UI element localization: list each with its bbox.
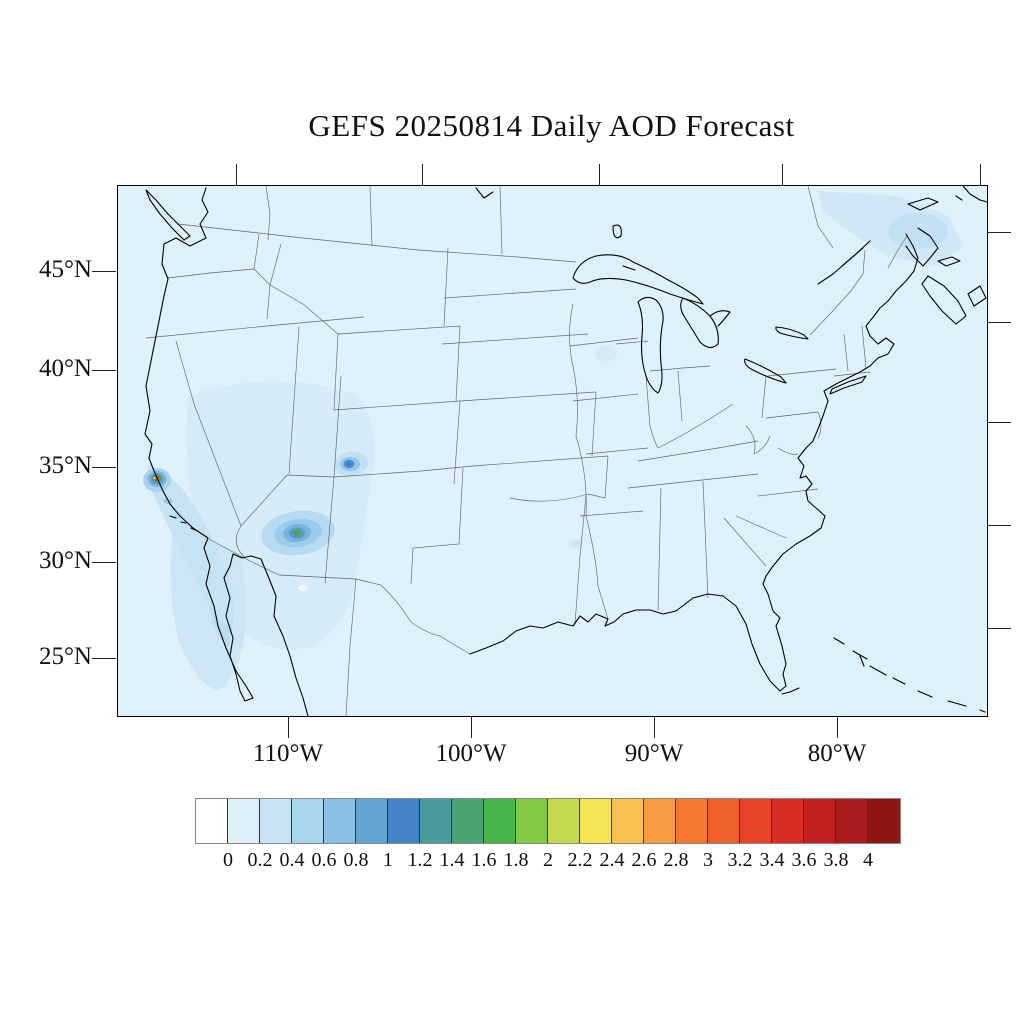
colorbar-cell	[804, 799, 836, 843]
lon-tick-mark	[471, 716, 473, 738]
colorbar-cell	[612, 799, 644, 843]
colorbar-cell	[388, 799, 420, 843]
colorbar-cell	[356, 799, 388, 843]
colorbar-tick-label: 3.6	[791, 849, 817, 871]
colorbar-tick-label: 4	[863, 849, 873, 871]
lat-tick-mark	[987, 422, 1011, 424]
colorbar-cell	[772, 799, 804, 843]
lon-tick-mark	[599, 164, 601, 186]
aod-spot-utah	[334, 451, 368, 477]
colorbar-tick-label: 2.6	[631, 849, 657, 871]
aod-patch-white-min	[298, 585, 308, 591]
colorbar-tick-label: 0	[223, 849, 233, 871]
lat-tick-label: 25°N	[38, 643, 92, 670]
lon-tick-label: 100°W	[435, 740, 507, 767]
colorbar-tick-label: 0.8	[343, 849, 369, 871]
lat-tick-label: 30°N	[38, 547, 92, 574]
map-canvas	[118, 186, 987, 716]
colorbar-cell	[292, 799, 324, 843]
colorbar-cell	[708, 799, 740, 843]
colorbar-cell	[644, 799, 676, 843]
colorbar-cell	[548, 799, 580, 843]
lat-tick-mark	[92, 271, 116, 273]
lon-tick-mark	[288, 716, 290, 738]
map-frame	[117, 185, 988, 717]
colorbar-tick-label: 0.2	[247, 849, 273, 871]
lon-tick-mark	[837, 716, 839, 738]
colorbar-cell	[836, 799, 868, 843]
colorbar-tick-label: 0.6	[311, 849, 337, 871]
aod-plume-california-coast	[147, 464, 234, 628]
lon-tick-mark	[782, 164, 784, 186]
colorbar	[195, 798, 901, 844]
lon-tick-mark	[980, 164, 982, 186]
lat-tick-label: 35°N	[38, 452, 92, 479]
colorbar-tick-label: 2.2	[567, 849, 593, 871]
colorbar-tick-label: 1	[383, 849, 393, 871]
lat-tick-mark	[92, 658, 116, 660]
lat-tick-mark	[987, 322, 1011, 324]
lat-tick-label: 45°N	[38, 256, 92, 283]
coastlines	[144, 186, 987, 716]
lon-tick-mark	[236, 164, 238, 186]
colorbar-cell	[868, 799, 900, 843]
colorbar-cell	[740, 799, 772, 843]
colorbar-cell	[452, 799, 484, 843]
colorbar-tick-label: 2	[543, 849, 553, 871]
colorbar-cell	[484, 799, 516, 843]
colorbar-cell	[324, 799, 356, 843]
aod-hotspot-arizona	[261, 510, 335, 556]
colorbar-cell	[228, 799, 260, 843]
lat-tick-mark	[987, 525, 1011, 527]
colorbar-tick-label: 3	[703, 849, 713, 871]
colorbar-tick-label: 2.4	[599, 849, 625, 871]
colorbar-cell	[196, 799, 228, 843]
colorbar-tick-label: 1.8	[503, 849, 529, 871]
chart-title: GEFS 20250814 Daily AOD Forecast	[308, 108, 795, 143]
lat-tick-mark	[987, 232, 1011, 234]
aod-patch-lake-michigan	[595, 345, 617, 361]
colorbar-cell	[260, 799, 292, 843]
colorbar-tick-label: 1.6	[471, 849, 497, 871]
colorbar-tick-label: 3.2	[727, 849, 753, 871]
colorbar-cell	[516, 799, 548, 843]
colorbar-cell	[580, 799, 612, 843]
lon-tick-label: 80°W	[807, 740, 867, 767]
colorbar-tick-label: 3.8	[823, 849, 849, 871]
colorbar-cell	[420, 799, 452, 843]
aod-patch-mississippi	[570, 540, 582, 548]
lat-tick-label: 40°N	[38, 355, 92, 382]
lat-tick-mark	[92, 467, 116, 469]
colorbar-cell	[676, 799, 708, 843]
colorbar-tick-label: 0.4	[279, 849, 305, 871]
state-borders	[145, 186, 908, 716]
colorbar-tick-label: 1.4	[439, 849, 465, 871]
lat-tick-mark	[987, 628, 1011, 630]
lon-tick-label: 110°W	[252, 740, 324, 767]
lon-tick-label: 90°W	[624, 740, 684, 767]
colorbar-tick-label: 3.4	[759, 849, 785, 871]
lon-tick-mark	[654, 716, 656, 738]
colorbar-tick-label: 2.8	[663, 849, 689, 871]
colorbar-tick-label: 1.2	[407, 849, 433, 871]
lat-tick-mark	[92, 370, 116, 372]
lon-tick-mark	[422, 164, 424, 186]
lat-tick-mark	[92, 562, 116, 564]
